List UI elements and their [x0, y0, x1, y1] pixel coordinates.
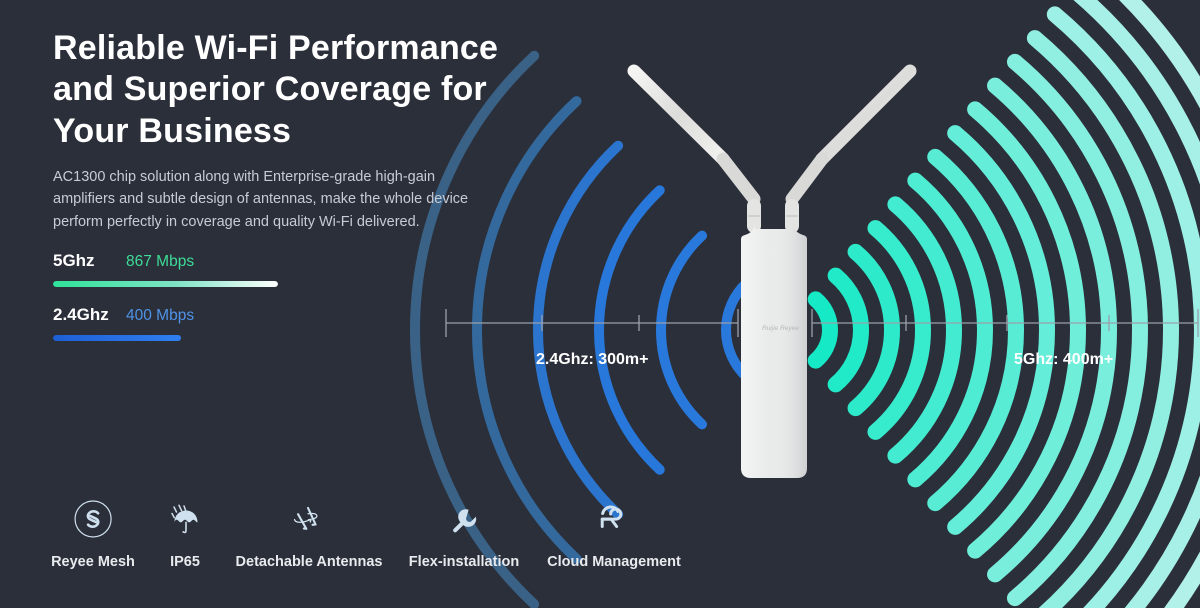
- svg-text:Ruijie Reyee: Ruijie Reyee: [762, 325, 799, 332]
- svg-text:5Ghz: 400m+: 5Ghz: 400m+: [1014, 351, 1113, 368]
- svg-text:2.4Ghz: 300m+: 2.4Ghz: 300m+: [536, 351, 649, 368]
